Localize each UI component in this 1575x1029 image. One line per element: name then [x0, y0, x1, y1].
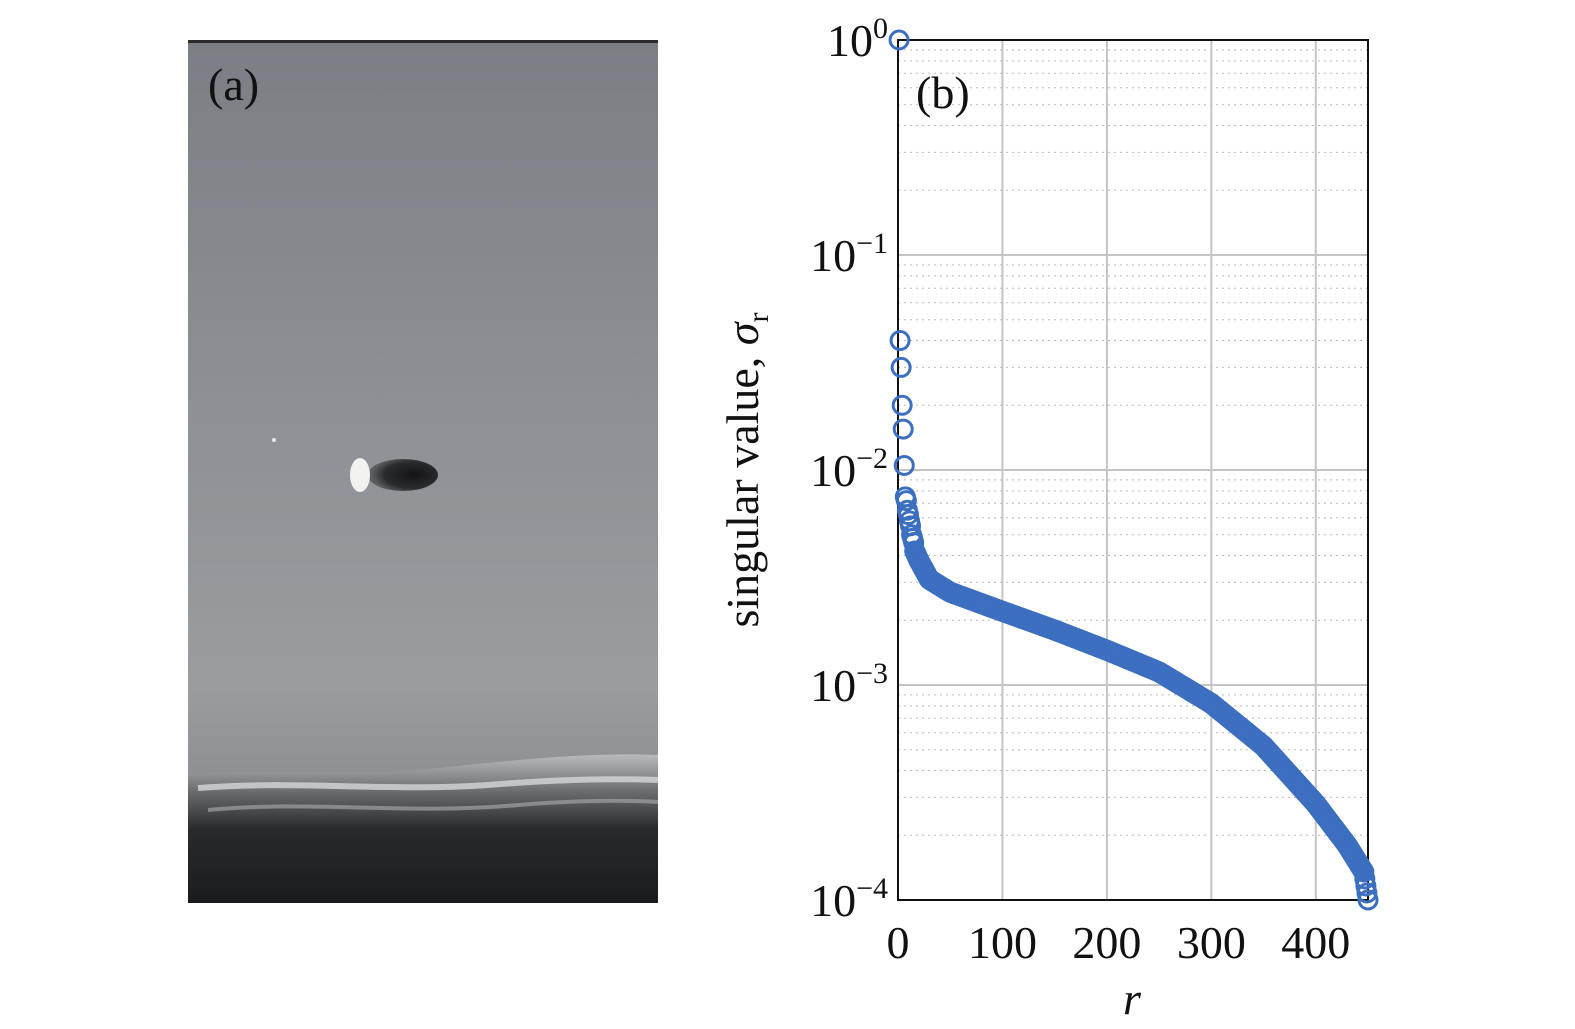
- particle-highlight: [350, 458, 370, 492]
- y-tick-label: 10−2: [810, 442, 888, 496]
- data-point: [890, 356, 912, 378]
- data-point: [889, 330, 911, 352]
- x-tick-label: 200: [1072, 917, 1141, 968]
- panel-a-label: (a): [208, 59, 259, 110]
- particle-photograph: (a): [188, 40, 658, 903]
- x-tick-label: 300: [1177, 917, 1246, 968]
- data-point: [888, 29, 910, 51]
- data-point: [1355, 875, 1377, 897]
- y-tick-label: 10−3: [810, 657, 888, 711]
- x-tick-label: 0: [887, 917, 910, 968]
- y-tick-label: 100: [827, 12, 888, 66]
- x-axis-title: r: [1123, 973, 1142, 1024]
- data-point: [1354, 868, 1376, 890]
- data-point: [895, 490, 917, 512]
- x-tick-label: 100: [968, 917, 1037, 968]
- x-tick-label: 400: [1281, 917, 1350, 968]
- data-point: [891, 394, 913, 416]
- y-tick-label: 10−1: [810, 227, 888, 281]
- data-point: [1357, 889, 1379, 911]
- panel-b-label: (b): [916, 67, 970, 118]
- particle-shadow: [368, 459, 438, 491]
- data-point: [1353, 861, 1375, 883]
- minor-grid: [898, 49, 1368, 836]
- y-tick-label: 10−4: [810, 872, 888, 926]
- data-point: [1356, 882, 1378, 904]
- data-points: [888, 29, 1379, 911]
- data-point: [893, 454, 915, 476]
- x-tick-labels: 0 100 200 300 400: [887, 917, 1351, 968]
- data-point: [892, 418, 914, 440]
- y-axis-title: singular value, σr: [717, 313, 775, 628]
- y-tick-labels: 100 10−1 10−2 10−3 10−4: [810, 12, 888, 926]
